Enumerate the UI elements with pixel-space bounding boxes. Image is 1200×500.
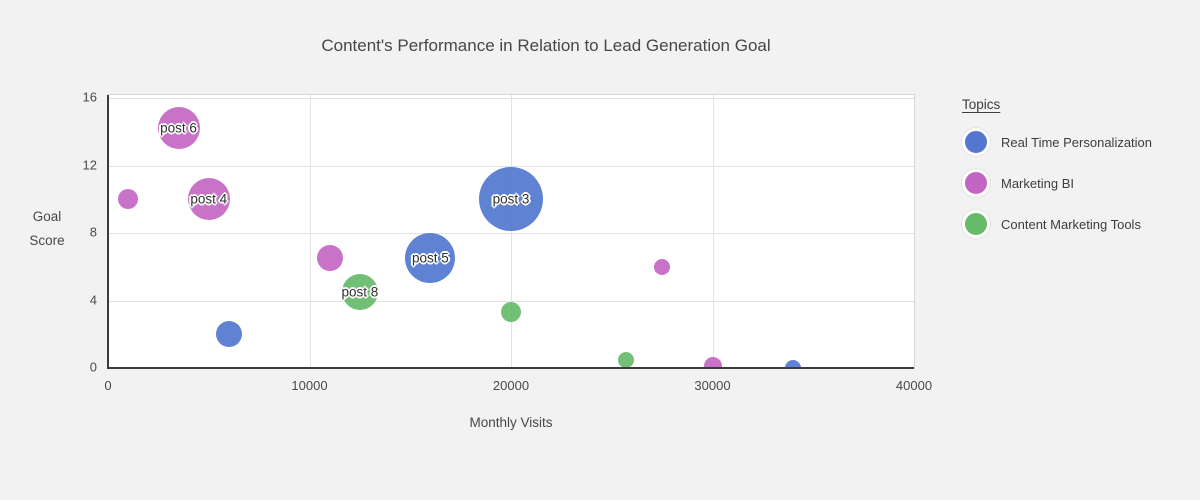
bubble-content-marketing-tools[interactable]	[501, 302, 521, 323]
legend-swatch-icon	[962, 210, 990, 238]
y-tick-label: 0	[89, 359, 97, 375]
bubble-post-6[interactable]	[157, 107, 200, 150]
legend: Topics Real Time Personalization Marketin…	[962, 97, 1152, 251]
bubble-marketing-bi[interactable]	[118, 189, 139, 210]
bubble-real-time-personalization[interactable]	[785, 360, 802, 369]
legend-item-marketing-bi[interactable]: Marketing BI	[962, 169, 1152, 197]
y-tick-label: 4	[89, 292, 97, 307]
bubble-label: post 3	[492, 191, 530, 207]
y-tick-label: 16	[82, 89, 97, 105]
y-tick-label: 12	[82, 157, 97, 172]
y-axis-title-line: Goal	[32, 209, 62, 224]
y-axis-line	[107, 95, 109, 369]
gridline-vertical	[712, 95, 714, 369]
chart-title: Content's Performance in Relation to Lea…	[321, 36, 771, 55]
x-axis-title: Monthly Visits	[469, 415, 553, 430]
gridline-vertical	[309, 95, 311, 369]
x-tick-label: 10000	[291, 378, 328, 393]
y-tick-label: 8	[89, 224, 97, 240]
gridline-horizontal	[107, 165, 914, 167]
gridline-horizontal	[107, 233, 914, 234]
x-tick-label: 20000	[492, 378, 530, 393]
bubble-post-5[interactable]	[405, 233, 456, 284]
legend-title: Topics	[962, 97, 1001, 112]
gridline-vertical	[511, 95, 512, 369]
bubble-content-marketing-tools[interactable]	[617, 351, 634, 368]
bubble-marketing-bi[interactable]	[316, 245, 343, 272]
y-axis-title: Goal Score	[18, 205, 76, 253]
bubble-post-3[interactable]	[479, 167, 543, 232]
bubble-marketing-bi[interactable]	[654, 258, 671, 275]
legend-item-content-marketing-tools[interactable]: Content Marketing Tools	[962, 210, 1152, 238]
bubble-post-8[interactable]	[341, 274, 378, 311]
legend-item-label: Real Time Personalization	[1001, 134, 1153, 150]
legend-swatch-icon	[962, 128, 990, 156]
gridline-horizontal	[107, 300, 914, 302]
bubble-real-time-personalization[interactable]	[215, 321, 242, 348]
bubble-label: post 8	[341, 284, 379, 300]
bubble-label: post 5	[412, 250, 449, 266]
plot-area: post 3 post 5 post 6 post 4 post 8	[107, 94, 915, 369]
legend-item-label: Content Marketing Tools	[1001, 216, 1141, 232]
legend-item-label: Marketing BI	[1001, 175, 1074, 191]
x-axis-line	[107, 367, 914, 369]
x-tick-label: 40000	[895, 378, 933, 393]
x-tick-label: 0	[104, 378, 112, 393]
bubble-marketing-bi[interactable]	[703, 357, 722, 369]
gridline-horizontal	[107, 98, 914, 99]
bubble-label: post 6	[160, 120, 197, 136]
x-tick-label: 30000	[694, 378, 731, 393]
bubble-label: post 4	[190, 191, 228, 207]
legend-swatch-icon	[962, 169, 990, 197]
legend-items: Real Time Personalization Marketing BI Con…	[962, 128, 1152, 238]
bubble-post-4[interactable]	[187, 178, 230, 221]
legend-item-real-time-personalization[interactable]: Real Time Personalization	[962, 128, 1152, 156]
y-axis-title-line: Score	[29, 233, 65, 248]
